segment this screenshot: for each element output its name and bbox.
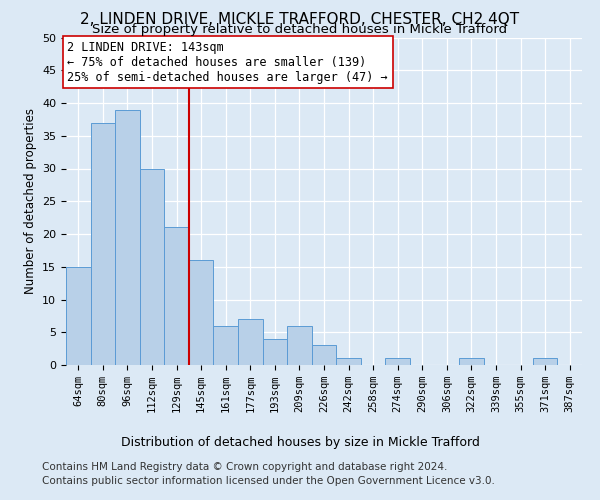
Bar — [238, 319, 263, 365]
Bar — [189, 260, 214, 365]
Bar — [91, 122, 115, 365]
Text: 2 LINDEN DRIVE: 143sqm
← 75% of detached houses are smaller (139)
25% of semi-de: 2 LINDEN DRIVE: 143sqm ← 75% of detached… — [67, 41, 388, 84]
Bar — [263, 339, 287, 365]
Text: Contains public sector information licensed under the Open Government Licence v3: Contains public sector information licen… — [42, 476, 495, 486]
Bar — [459, 358, 484, 365]
Text: Distribution of detached houses by size in Mickle Trafford: Distribution of detached houses by size … — [121, 436, 479, 449]
Text: 2, LINDEN DRIVE, MICKLE TRAFFORD, CHESTER, CH2 4QT: 2, LINDEN DRIVE, MICKLE TRAFFORD, CHESTE… — [80, 12, 520, 28]
Bar — [214, 326, 238, 365]
Text: Contains HM Land Registry data © Crown copyright and database right 2024.: Contains HM Land Registry data © Crown c… — [42, 462, 448, 472]
Bar — [115, 110, 140, 365]
Bar — [312, 346, 336, 365]
Bar — [533, 358, 557, 365]
Bar — [140, 168, 164, 365]
Bar — [66, 267, 91, 365]
Text: Size of property relative to detached houses in Mickle Trafford: Size of property relative to detached ho… — [92, 22, 508, 36]
Bar — [164, 228, 189, 365]
Bar — [336, 358, 361, 365]
Bar — [287, 326, 312, 365]
Bar — [385, 358, 410, 365]
Y-axis label: Number of detached properties: Number of detached properties — [23, 108, 37, 294]
